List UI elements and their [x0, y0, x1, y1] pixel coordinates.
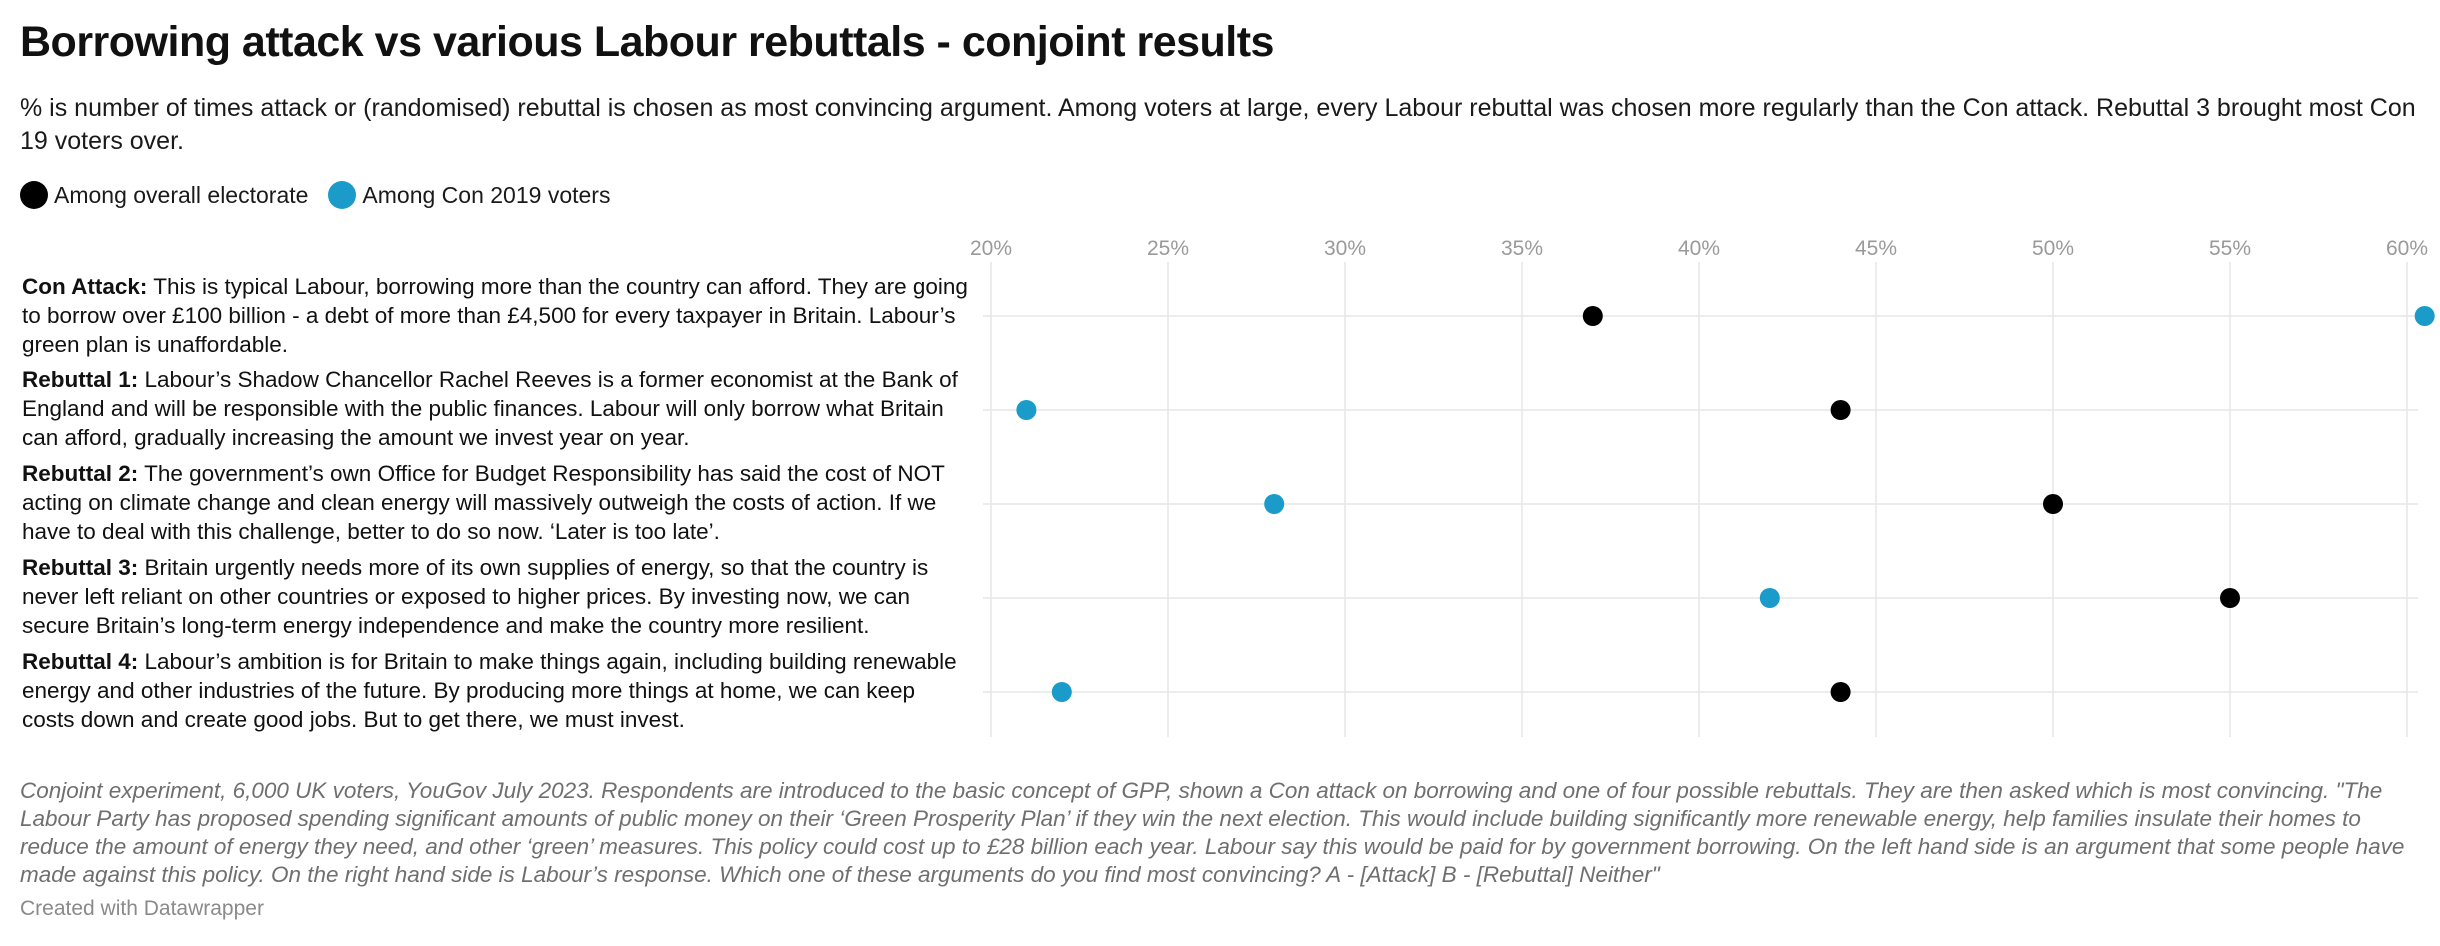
- legend: Among overall electorate Among Con 2019 …: [20, 180, 630, 210]
- dot-con-2019: [1759, 588, 1780, 608]
- x-tick-label: 50%: [2032, 237, 2074, 260]
- row-label: Rebuttal 3: Britain urgently needs more …: [22, 553, 972, 640]
- legend-swatch-overall: [20, 181, 48, 209]
- dot-overall-electorate: [1582, 306, 1603, 326]
- x-tick-label: 20%: [970, 237, 1012, 260]
- x-tick-label: 35%: [1501, 237, 1543, 260]
- row-label: Rebuttal 4: Labour’s ambition is for Bri…: [22, 647, 972, 734]
- x-tick-label: 60%: [2386, 237, 2428, 260]
- source-note: Conjoint experiment, 6,000 UK voters, Yo…: [20, 778, 2405, 887]
- chart-title: Borrowing attack vs various Labour rebut…: [20, 18, 1274, 66]
- dot-overall-electorate: [2220, 588, 2240, 608]
- row-label-name: Rebuttal 3:: [22, 555, 139, 580]
- dot-overall-electorate: [1830, 682, 1851, 702]
- row-label-name: Con Attack:: [22, 274, 148, 299]
- credit: Created with Datawrapper: [20, 897, 264, 920]
- legend-label-con2019: Among Con 2019 voters: [362, 181, 611, 208]
- dot-overall-electorate: [2043, 494, 2063, 514]
- row-label: Con Attack: This is typical Labour, borr…: [22, 272, 972, 359]
- row-label-text: This is typical Labour, borrowing more t…: [22, 274, 968, 357]
- row-label-text: Britain urgently needs more of its own s…: [22, 555, 929, 638]
- row-label-name: Rebuttal 2:: [22, 461, 139, 486]
- dot-con-2019: [1051, 682, 1072, 702]
- legend-item-overall: Among overall electorate: [20, 181, 308, 209]
- legend-item-con2019: Among Con 2019 voters: [328, 181, 610, 209]
- row-label-text: The government’s own Office for Budget R…: [22, 461, 945, 544]
- x-tick-label: 25%: [1147, 237, 1189, 260]
- x-tick-label: 55%: [2209, 237, 2251, 260]
- dot-con-2019: [2414, 306, 2435, 326]
- x-tick-label: 30%: [1324, 237, 1366, 260]
- chart-subtitle: % is number of times attack or (randomis…: [20, 94, 2416, 155]
- dot-con-2019: [1264, 494, 1285, 514]
- dot-overall-electorate: [1830, 400, 1851, 420]
- row-label-name: Rebuttal 1:: [22, 367, 139, 392]
- row-label: Rebuttal 2: The government’s own Office …: [22, 459, 972, 546]
- x-tick-label: 40%: [1678, 237, 1720, 260]
- x-tick-label: 45%: [1855, 237, 1897, 260]
- row-label-name: Rebuttal 4:: [22, 649, 139, 674]
- row-label-text: Labour’s Shadow Chancellor Rachel Reeves…: [22, 367, 958, 450]
- row-label: Rebuttal 1: Labour’s Shadow Chancellor R…: [22, 365, 972, 452]
- legend-swatch-con2019: [328, 181, 357, 209]
- row-label-text: Labour’s ambition is for Britain to make…: [22, 649, 957, 732]
- legend-label-overall: Among overall electorate: [54, 181, 309, 208]
- dot-con-2019: [1016, 400, 1037, 420]
